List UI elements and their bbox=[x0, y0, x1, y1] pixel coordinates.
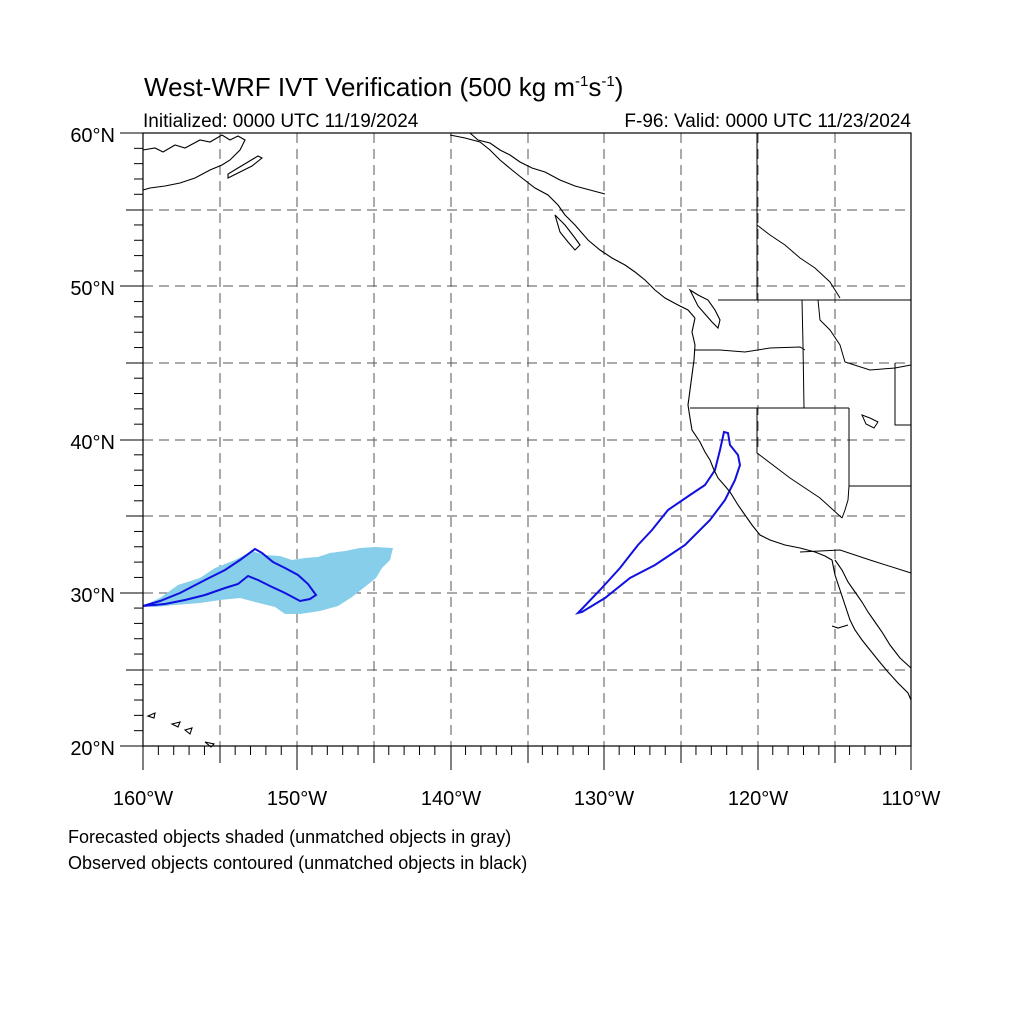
lat-label-20: 20°N bbox=[70, 738, 115, 760]
canada-us-border bbox=[756, 133, 911, 301]
lat-label-60: 60°N bbox=[70, 125, 115, 147]
minor-ticks bbox=[134, 147, 897, 755]
california-nevada-border bbox=[756, 408, 843, 519]
initialized-time: Initialized: 0000 UTC 11/19/2024 bbox=[143, 111, 419, 132]
forecast-object-shaded bbox=[143, 547, 393, 614]
lon-label-130w: 130°W bbox=[574, 788, 634, 810]
note-forecast-objects: Forecasted objects shaded (unmatched obj… bbox=[68, 827, 512, 847]
lon-label-140w: 140°W bbox=[421, 788, 481, 810]
lat-label-30: 30°N bbox=[70, 585, 115, 607]
axis-ticks bbox=[120, 132, 912, 770]
us-west-coast bbox=[687, 317, 833, 561]
political-borders bbox=[690, 133, 912, 574]
lat-label-50: 50°N bbox=[70, 278, 115, 300]
map-title: West-WRF IVT Verification (500 kg m-1s-1… bbox=[144, 72, 624, 102]
baja-coast bbox=[831, 559, 912, 701]
lon-label-120w: 120°W bbox=[728, 788, 788, 810]
lon-label-160w: 160°W bbox=[113, 788, 173, 810]
washington-oregon-border bbox=[694, 346, 806, 353]
valid-time: F-96: Valid: 0000 UTC 11/23/2024 bbox=[624, 111, 911, 132]
lon-label-150w: 150°W bbox=[267, 788, 327, 810]
coastlines bbox=[142, 132, 912, 748]
observed-contour-california bbox=[574, 430, 742, 615]
us-mexico-border bbox=[799, 549, 912, 574]
observed-contours bbox=[142, 430, 742, 615]
hawaii-islands bbox=[146, 712, 216, 748]
note-observed-objects: Observed objects contoured (unmatched ob… bbox=[68, 853, 528, 873]
map-gridlines bbox=[143, 133, 911, 746]
observed-contour-pacific bbox=[142, 547, 318, 607]
lat-label-40: 40°N bbox=[70, 432, 115, 454]
lon-label-110w: 110°W bbox=[882, 788, 941, 810]
alaska-coast bbox=[142, 134, 246, 191]
